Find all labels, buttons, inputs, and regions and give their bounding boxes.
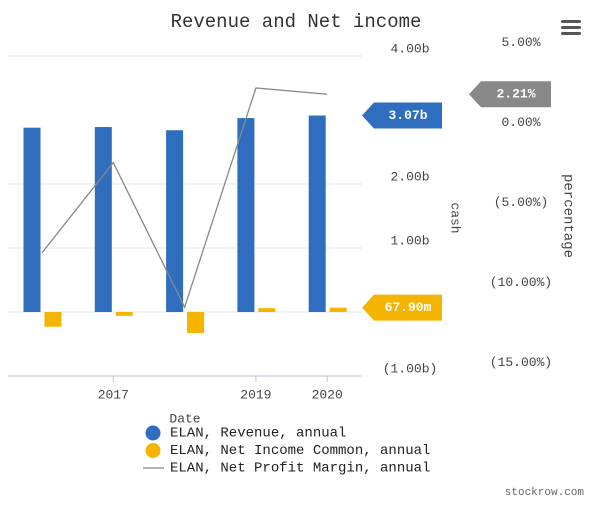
y2-tick-label: (15.00%) [490, 355, 552, 370]
bar [115, 312, 133, 316]
bar [166, 130, 184, 312]
value-flag-text: 67.90m [385, 300, 432, 315]
y-tick-label: 4.00b [390, 41, 429, 56]
chart-title: Revenue and Net income [171, 11, 422, 33]
y2-tick-label: 5.00% [501, 35, 540, 50]
value-flag-text: 3.07b [388, 108, 427, 123]
y2-axis-title: percentage [559, 174, 575, 258]
x-tick-label: 2017 [98, 387, 129, 402]
menu-bar[interactable] [561, 20, 581, 23]
legend-label: ELAN, Net Profit Margin, annual [170, 461, 430, 477]
bar [329, 307, 347, 312]
menu-bar[interactable] [561, 26, 581, 29]
y2-tick-label: (10.00%) [490, 275, 552, 290]
legend-label: ELAN, Revenue, annual [170, 426, 346, 442]
value-flag [362, 102, 442, 129]
menu-icon[interactable] [561, 20, 581, 35]
bar [237, 118, 255, 312]
legend-label: ELAN, Net Income Common, annual [170, 443, 430, 459]
y-tick-label: 2.00b [390, 169, 429, 184]
y-tick-label: (1.00b) [383, 361, 438, 376]
menu-bar[interactable] [561, 32, 581, 35]
bar [258, 308, 276, 312]
bar [23, 127, 41, 313]
y-axis-title: cash [448, 202, 463, 233]
bar [94, 127, 112, 312]
line [41, 87, 328, 309]
y-tick-label: 1.00b [390, 233, 429, 248]
bar [44, 312, 62, 327]
y2-tick-label: (5.00%) [494, 195, 549, 210]
x-tick-label: 2020 [312, 387, 343, 402]
value-flag-text: 2.21% [496, 87, 535, 102]
value-flag [469, 81, 551, 108]
x-axis-title: Date [169, 411, 200, 426]
credit: stockrow.com [505, 487, 585, 499]
bar [308, 115, 326, 313]
x-tick-label: 2019 [240, 387, 271, 402]
bar [187, 312, 205, 334]
legend-symbol [145, 425, 161, 441]
y2-tick-label: 0.00% [501, 115, 540, 130]
legend-symbol [145, 443, 161, 458]
value-flag [362, 294, 442, 321]
